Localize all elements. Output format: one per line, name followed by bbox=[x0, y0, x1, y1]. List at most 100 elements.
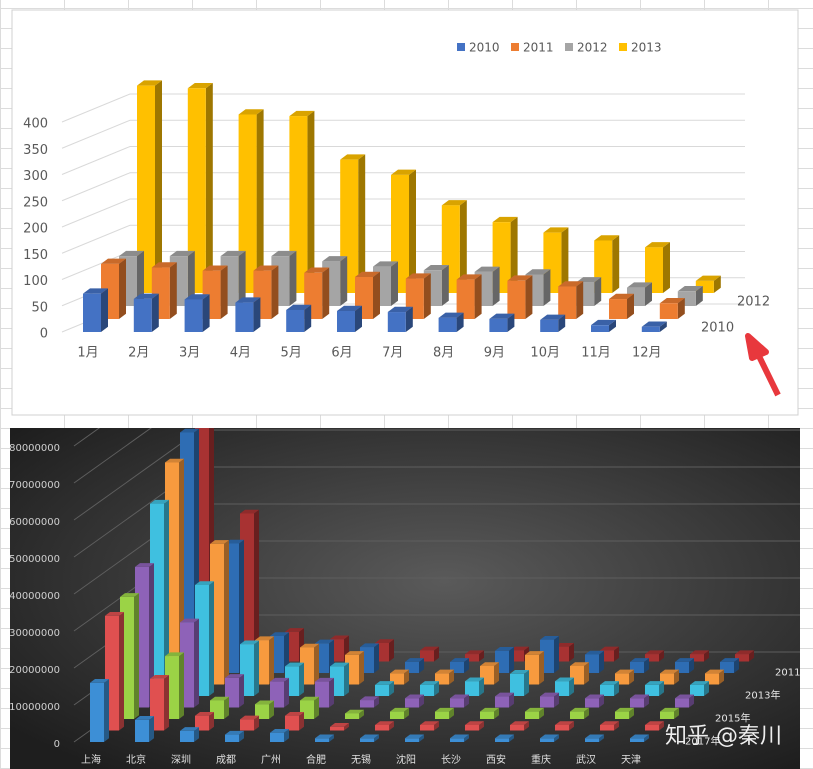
bar-front bbox=[450, 698, 464, 708]
y-tick-label: 350 bbox=[23, 143, 48, 158]
bar-top bbox=[285, 628, 304, 632]
bar-side bbox=[169, 262, 177, 319]
bar-side bbox=[374, 643, 379, 673]
bar-top bbox=[150, 674, 169, 679]
bar-front bbox=[489, 318, 508, 332]
bar bbox=[540, 734, 559, 742]
bar-top bbox=[195, 581, 214, 585]
bar-front bbox=[83, 293, 101, 332]
x-tick-label: 7月 bbox=[382, 346, 403, 361]
bar-front bbox=[195, 715, 209, 731]
bar-top bbox=[420, 721, 439, 725]
bar-top bbox=[271, 250, 297, 257]
bar-top bbox=[677, 286, 703, 292]
bar-side bbox=[149, 563, 154, 708]
bar bbox=[165, 652, 184, 719]
bar-front bbox=[690, 684, 704, 696]
bar-top bbox=[627, 282, 652, 288]
bar-side bbox=[576, 281, 584, 319]
bar bbox=[465, 650, 484, 662]
bar-top bbox=[337, 305, 362, 311]
bar bbox=[690, 681, 709, 696]
bar-side bbox=[164, 674, 169, 731]
bar-top bbox=[705, 669, 724, 674]
bar bbox=[555, 677, 574, 696]
bar-front bbox=[270, 732, 284, 742]
legend-swatch bbox=[565, 43, 573, 51]
bar bbox=[495, 692, 514, 708]
bar-front bbox=[540, 696, 554, 708]
bar bbox=[507, 275, 533, 319]
x-tick-label: 武汉 bbox=[576, 753, 596, 766]
x-tick-label: 5月 bbox=[281, 346, 302, 361]
bar-top bbox=[195, 711, 214, 716]
bar-side bbox=[284, 729, 289, 742]
bar-front bbox=[330, 726, 344, 731]
bar bbox=[585, 734, 604, 742]
bar-side bbox=[134, 593, 139, 719]
bar-side bbox=[674, 669, 679, 685]
bar bbox=[285, 711, 304, 731]
bar-top bbox=[435, 707, 454, 712]
bar-side bbox=[224, 696, 229, 719]
depth-label: 2011年 bbox=[775, 666, 810, 679]
x-tick-label: 深圳 bbox=[171, 754, 191, 766]
x-tick-label: 1月 bbox=[77, 346, 98, 361]
bar-front bbox=[630, 661, 644, 673]
bar-side bbox=[284, 677, 289, 708]
bar-top bbox=[180, 428, 199, 433]
bar-side bbox=[344, 723, 349, 731]
bar bbox=[510, 721, 529, 731]
bar-front bbox=[465, 654, 479, 662]
bar-side bbox=[254, 509, 259, 662]
bar-top bbox=[285, 662, 304, 667]
y-tick-label: 300 bbox=[23, 169, 48, 184]
bar-front bbox=[558, 286, 577, 319]
bar-front bbox=[405, 661, 419, 673]
x-tick-label: 12月 bbox=[632, 346, 662, 361]
bar-top bbox=[180, 618, 199, 623]
legend-swatch bbox=[619, 43, 627, 51]
bar-top bbox=[645, 650, 664, 655]
bar-top bbox=[240, 715, 259, 720]
bar-side bbox=[389, 639, 394, 662]
bar-front bbox=[420, 724, 434, 731]
bar-top bbox=[330, 723, 349, 727]
bar-top bbox=[594, 235, 620, 241]
bar-side bbox=[525, 275, 533, 319]
bar bbox=[187, 83, 213, 293]
bar-side bbox=[254, 640, 259, 696]
bar-top bbox=[391, 169, 416, 175]
bar-front bbox=[615, 673, 629, 685]
bar-side bbox=[627, 293, 634, 319]
bar-top bbox=[220, 250, 246, 257]
bar-front bbox=[630, 738, 644, 742]
bar-side bbox=[391, 261, 398, 306]
bar-front bbox=[609, 299, 627, 319]
bar-side bbox=[599, 694, 604, 708]
bar bbox=[615, 707, 634, 719]
bar-top bbox=[645, 721, 664, 725]
bar-side bbox=[389, 721, 394, 731]
bar-side bbox=[329, 677, 334, 708]
y-tick-label: 50000000 bbox=[9, 554, 60, 565]
bar-top bbox=[510, 670, 529, 674]
bar-top bbox=[615, 707, 634, 712]
bar-top bbox=[322, 256, 348, 262]
x-tick-label: 上海 bbox=[81, 753, 101, 766]
bar-top bbox=[690, 681, 709, 685]
bar-top bbox=[435, 669, 454, 674]
bar bbox=[540, 314, 566, 332]
bar-front bbox=[630, 698, 644, 708]
bar-side bbox=[284, 632, 289, 673]
bar-front bbox=[420, 684, 434, 696]
legend-label: 2011 bbox=[523, 41, 554, 55]
bar-side bbox=[239, 539, 244, 673]
bar-top bbox=[315, 734, 334, 739]
y-tick-label: 100 bbox=[23, 274, 48, 289]
bar-top bbox=[375, 639, 394, 643]
bar-front bbox=[286, 309, 305, 332]
x-tick-label: 无锡 bbox=[351, 753, 371, 766]
bar-side bbox=[599, 650, 604, 673]
bar-top bbox=[525, 707, 544, 712]
